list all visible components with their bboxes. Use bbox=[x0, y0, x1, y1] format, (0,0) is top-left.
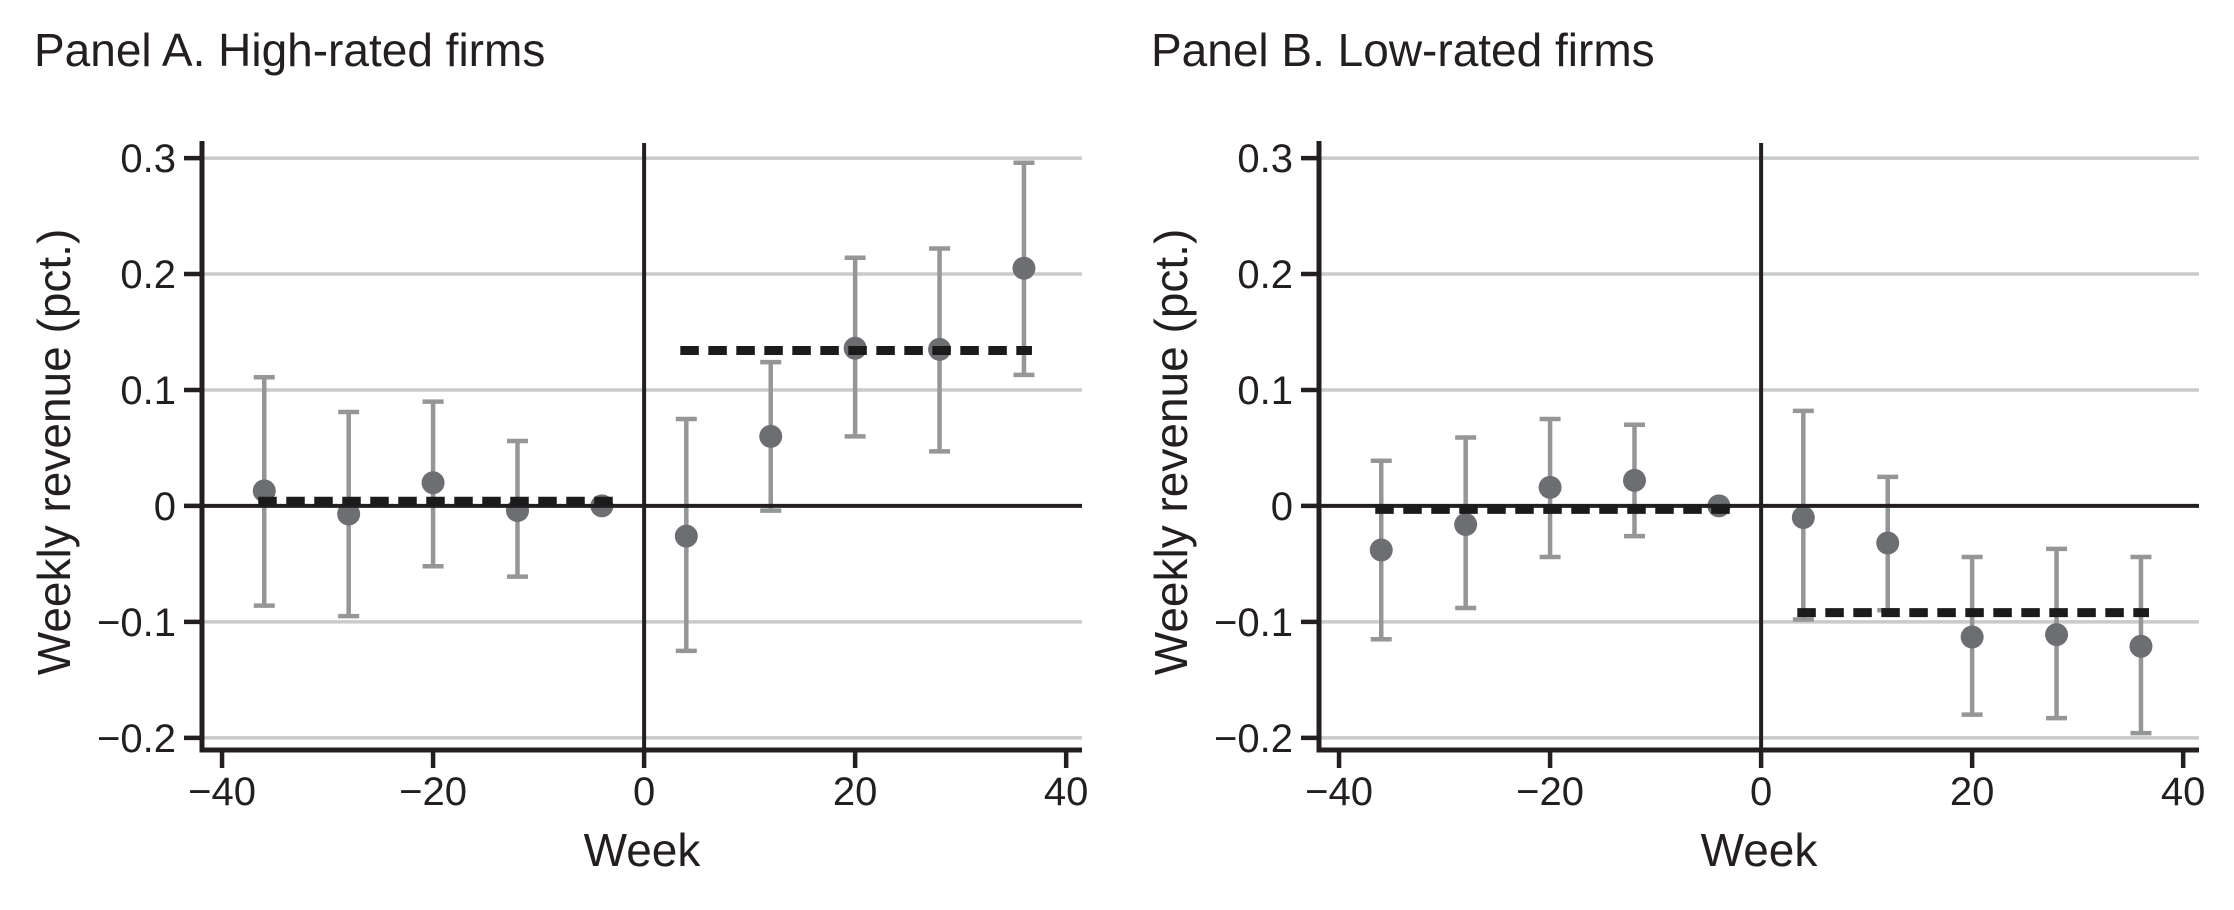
y-tick-label: 0 bbox=[1271, 485, 1293, 529]
data-point bbox=[1369, 538, 1393, 562]
x-tick-label: −20 bbox=[1516, 770, 1584, 814]
x-tick-label: 20 bbox=[1950, 770, 1995, 814]
data-point bbox=[421, 471, 445, 495]
y-tick-label: 0.3 bbox=[1237, 137, 1293, 181]
panel-a: 0.3 0.2 0.1 0 −0.1 −0.2 −40 −20 0 20 40 Panel A. Hi… bbox=[28, 24, 1089, 876]
y-tick-label: 0 bbox=[154, 485, 176, 529]
data-point bbox=[1538, 475, 1562, 499]
data-point bbox=[1791, 506, 1815, 530]
data-point bbox=[252, 479, 276, 503]
x-axis-title: Week bbox=[1701, 824, 1819, 876]
data-point bbox=[1622, 468, 1646, 492]
panel-b: 0.3 0.2 0.1 0 −0.1 −0.2 −40 −20 0 20 40 Panel B. Lo… bbox=[1117, 0, 2234, 910]
x-tick-label: −40 bbox=[188, 770, 256, 814]
y-tick-label: −0.1 bbox=[97, 601, 176, 645]
x-tick-label: −40 bbox=[1305, 770, 1373, 814]
panel-b-chart: 0.3 0.2 0.1 0 −0.1 −0.2 −40 −20 0 20 40 Panel B. Lo… bbox=[1145, 24, 2206, 876]
panel-title: Panel B. Low-rated firms bbox=[1151, 24, 1655, 76]
y-tick-label: −0.2 bbox=[1214, 717, 1293, 761]
y-tick-label: 0.3 bbox=[120, 137, 176, 181]
x-tick-label: 0 bbox=[1750, 770, 1772, 814]
x-tick-label: 20 bbox=[833, 770, 878, 814]
y-axis-title: Weekly revenue (pct.) bbox=[28, 229, 80, 676]
x-tick-label: 0 bbox=[633, 770, 655, 814]
y-tick-label: 0.2 bbox=[1237, 253, 1293, 297]
x-tick-label: −20 bbox=[399, 770, 467, 814]
y-tick-label: 0.1 bbox=[1237, 369, 1293, 413]
x-tick-label: 40 bbox=[1044, 770, 1089, 814]
y-tick-label: 0.1 bbox=[120, 369, 176, 413]
data-point bbox=[1454, 512, 1478, 536]
panel-a-chart: 0.3 0.2 0.1 0 −0.1 −0.2 −40 −20 0 20 40 Panel A. Hi… bbox=[28, 24, 1089, 876]
panel-title: Panel A. High-rated firms bbox=[34, 24, 545, 76]
y-axis-title: Weekly revenue (pct.) bbox=[1145, 229, 1197, 676]
data-point bbox=[2045, 623, 2069, 647]
y-tick-label: −0.2 bbox=[97, 717, 176, 761]
y-tick-label: −0.1 bbox=[1214, 601, 1293, 645]
x-axis-title: Week bbox=[584, 824, 702, 876]
data-point bbox=[1876, 531, 1900, 555]
data-point bbox=[337, 502, 361, 526]
x-tick-label: 40 bbox=[2161, 770, 2206, 814]
y-tick-label: 0.2 bbox=[120, 253, 176, 297]
data-point bbox=[1012, 256, 1036, 280]
data-point bbox=[2129, 634, 2153, 658]
data-point bbox=[1960, 625, 1984, 649]
data-point bbox=[759, 424, 783, 448]
data-point bbox=[674, 524, 698, 548]
